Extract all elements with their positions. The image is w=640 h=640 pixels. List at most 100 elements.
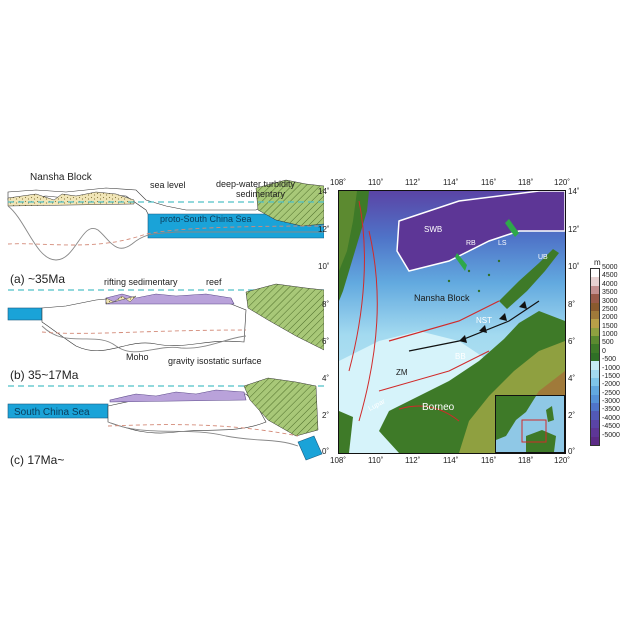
colorbar-segment <box>591 386 599 395</box>
colorbar-tick: 4000 <box>602 280 618 288</box>
panel-a-label: (a) ~35Ma <box>10 272 66 286</box>
colorbar-tick: -5000 <box>602 431 620 439</box>
lon-tick-top-3: 114˚ <box>443 178 459 187</box>
lat-tick-right-0: 14˚ <box>568 187 580 196</box>
lon-tick-top-2: 112˚ <box>405 178 421 187</box>
south-china-sea-label: South China Sea <box>14 407 90 418</box>
lat-tick-left-3: 8˚ <box>322 300 330 309</box>
colorbar-tick: -2500 <box>602 389 620 397</box>
map-label-bb: BB <box>455 352 466 361</box>
sea-level-label: sea level <box>150 180 186 190</box>
colorbar-tick: -4500 <box>602 423 620 431</box>
colorbar-segment <box>591 310 599 320</box>
lon-tick-bottom-5: 118˚ <box>518 456 534 465</box>
colorbar-segment <box>591 377 599 387</box>
colorbar-segment <box>591 327 599 336</box>
lon-tick-top-5: 118˚ <box>518 178 534 187</box>
lon-tick-bottom-0: 108˚ <box>330 456 347 465</box>
colorbar-tick: -4000 <box>602 414 620 422</box>
map-label-nansha: Nansha Block <box>414 293 470 303</box>
lat-tick-left-5: 4˚ <box>322 374 330 383</box>
lon-tick-bottom-2: 112˚ <box>405 456 421 465</box>
cross-sections <box>7 179 324 461</box>
lon-tick-top-4: 116˚ <box>481 178 497 187</box>
map-label-zm: ZM <box>396 368 408 377</box>
colorbar-tick: 1500 <box>602 322 618 330</box>
section-a <box>7 179 324 261</box>
colorbar-segment <box>591 352 599 362</box>
map-label-borneo: Borneo <box>422 402 455 413</box>
colorbar-tick: 500 <box>602 339 614 347</box>
lon-tick-bottom-6: 120˚ <box>554 456 571 465</box>
map-label-ub: UB <box>538 254 548 261</box>
lon-tick-bottom-1: 110˚ <box>368 456 384 465</box>
colorbar-segment <box>591 394 599 403</box>
colorbar-tick: -1000 <box>602 364 620 372</box>
rifting-label: rifting sedimentary <box>104 277 178 287</box>
colorbar-ticks: 5000 4500 4000 3500 3000 2500 2000 1500 1000 500 0… <box>602 264 638 448</box>
turbidity-label-2: sedimentary <box>236 189 286 199</box>
colorbar-segment <box>591 319 599 328</box>
proto-sea-label: proto-South China Sea <box>160 214 252 224</box>
colorbar-tick: 5000 <box>602 264 618 271</box>
lat-tick-right-5: 4˚ <box>568 374 576 383</box>
colorbar-segment <box>591 302 599 311</box>
lon-tick-bottom-3: 114˚ <box>443 456 459 465</box>
lat-tick-right-3: 8˚ <box>568 300 576 309</box>
lat-tick-left-0: 14˚ <box>318 187 330 196</box>
colorbar-segment <box>591 369 599 378</box>
colorbar-tick: 4500 <box>602 272 618 280</box>
colorbar-tick: 3000 <box>602 297 618 305</box>
colorbar-tick: 3500 <box>602 289 618 297</box>
lon-tick-top-6: 120˚ <box>554 178 571 187</box>
colorbar-tick: -2000 <box>602 381 620 389</box>
map-label-nst: NST <box>476 316 492 325</box>
map-frame <box>338 190 566 454</box>
colorbar-segment <box>591 361 599 370</box>
colorbar-segment <box>591 277 599 286</box>
colorbar-segment <box>591 285 599 295</box>
colorbar-tick: 1000 <box>602 331 618 339</box>
inset-map <box>495 395 565 453</box>
colorbar-tick: -3500 <box>602 406 620 414</box>
lon-tick-bottom-4: 116˚ <box>481 456 497 465</box>
lat-tick-left-6: 2˚ <box>322 411 330 420</box>
moho-label: Moho <box>126 352 149 362</box>
lat-tick-left-7: 0˚ <box>322 447 330 456</box>
colorbar-segment <box>591 419 599 429</box>
map-label-swb: SWB <box>424 225 443 234</box>
map-label-rb: RB <box>466 240 476 247</box>
lat-tick-left-4: 6˚ <box>322 337 330 346</box>
map-label-ls: LS <box>498 240 507 247</box>
colorbar-segment <box>591 294 599 303</box>
lat-tick-left-1: 12˚ <box>318 225 330 234</box>
colorbar-segment <box>591 403 599 412</box>
lat-tick-left-2: 10˚ <box>318 262 330 271</box>
lon-tick-top-1: 110˚ <box>368 178 384 187</box>
colorbar <box>590 268 600 446</box>
lat-tick-right-6: 2˚ <box>568 411 576 420</box>
section-c <box>7 377 324 461</box>
colorbar-unit: m <box>594 258 601 267</box>
gravity-label: gravity isostatic surface <box>168 356 262 366</box>
colorbar-tick: -1500 <box>602 372 620 380</box>
reef-label: reef <box>206 277 222 287</box>
colorbar-tick: -3000 <box>602 398 620 406</box>
colorbar-tick: 2000 <box>602 314 618 322</box>
colorbar-segment <box>591 269 599 278</box>
colorbar-segment <box>591 428 599 437</box>
lat-tick-right-4: 6˚ <box>568 337 576 346</box>
panel-c-label: (c) 17Ma~ <box>10 453 65 467</box>
section-b <box>7 283 324 353</box>
colorbar-segment <box>591 436 599 445</box>
colorbar-segment <box>591 411 599 420</box>
colorbar-tick: 2500 <box>602 305 618 313</box>
lon-tick-top-0: 108˚ <box>330 178 347 187</box>
nansha-block-label-a: Nansha Block <box>30 172 92 183</box>
lat-tick-right-7: 0˚ <box>568 447 576 456</box>
turbidity-label-1: deep-water turbidity <box>216 179 296 189</box>
colorbar-tick: 0 <box>602 347 606 355</box>
colorbar-segment <box>591 344 599 353</box>
lat-tick-right-1: 12˚ <box>568 225 580 234</box>
colorbar-segment <box>591 336 599 345</box>
